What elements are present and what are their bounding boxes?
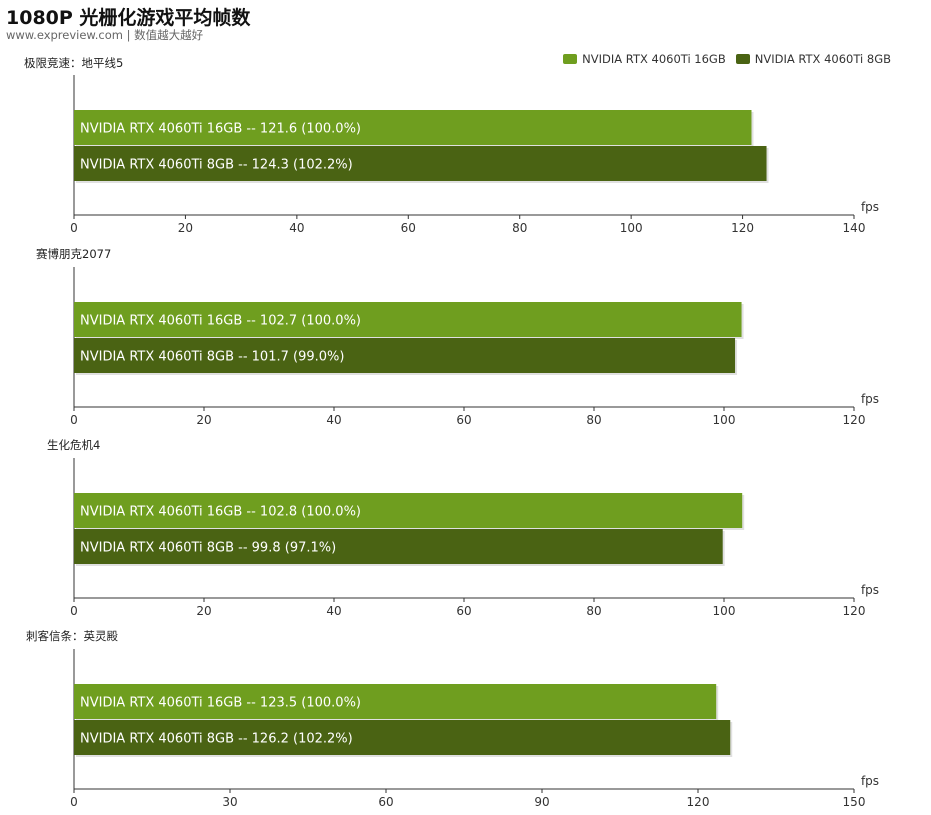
x-tick-label: 120 xyxy=(843,604,866,618)
x-tick-label: 0 xyxy=(70,221,78,235)
x-tick-label: 0 xyxy=(70,795,78,809)
x-tick-label: 140 xyxy=(843,221,866,235)
bar-16gb xyxy=(74,493,743,528)
x-tick-label: 80 xyxy=(586,604,601,618)
x-axis-unit-label: fps xyxy=(861,200,879,214)
bar-data-label: NVIDIA RTX 4060Ti 16GB -- 102.8 (100.0%) xyxy=(80,505,361,520)
x-tick-label: 60 xyxy=(401,221,416,235)
bar-8gb xyxy=(74,146,767,181)
legend-label-16gb: NVIDIA RTX 4060Ti 16GB xyxy=(582,52,726,66)
x-tick-label: 80 xyxy=(586,413,601,427)
chart-title-forza: 极限竞速：地平线5 xyxy=(24,56,124,70)
legend-item-16gb[interactable]: NVIDIA RTX 4060Ti 16GB xyxy=(563,52,726,66)
x-tick-label: 90 xyxy=(534,795,549,809)
chart-legend: NVIDIA RTX 4060Ti 16GB NVIDIA RTX 4060Ti… xyxy=(553,52,891,66)
x-tick-label: 20 xyxy=(196,413,211,427)
x-tick-label: 60 xyxy=(456,413,471,427)
legend-label-8gb: NVIDIA RTX 4060Ti 8GB xyxy=(754,52,891,66)
bar-data-label: NVIDIA RTX 4060Ti 8GB -- 126.2 (102.2%) xyxy=(80,732,353,747)
x-tick-label: 80 xyxy=(512,221,527,235)
x-tick-label: 120 xyxy=(843,413,866,427)
x-tick-label: 40 xyxy=(289,221,304,235)
legend-item-8gb[interactable]: NVIDIA RTX 4060Ti 8GB xyxy=(735,52,891,66)
bar-8gb xyxy=(74,338,736,373)
page-subtitle: www.expreview.com | 数值越大越好 xyxy=(6,28,204,42)
legend-swatch-16gb xyxy=(563,54,578,64)
x-axis-unit-label: fps xyxy=(861,583,879,597)
bar-16gb xyxy=(74,684,717,719)
x-tick-label: 60 xyxy=(378,795,393,809)
x-tick-label: 40 xyxy=(326,413,341,427)
bar-data-label: NVIDIA RTX 4060Ti 16GB -- 123.5 (100.0%) xyxy=(80,696,361,711)
bar-data-label: NVIDIA RTX 4060Ti 16GB -- 121.6 (100.0%) xyxy=(80,122,361,137)
x-tick-label: 120 xyxy=(731,221,754,235)
x-tick-label: 120 xyxy=(687,795,710,809)
bar-data-label: NVIDIA RTX 4060Ti 8GB -- 124.3 (102.2%) xyxy=(80,158,353,173)
x-tick-label: 40 xyxy=(326,604,341,618)
x-tick-label: 150 xyxy=(843,795,866,809)
x-tick-label: 0 xyxy=(70,604,78,618)
bar-data-label: NVIDIA RTX 4060Ti 8GB -- 99.8 (97.1%) xyxy=(80,541,336,556)
x-tick-label: 100 xyxy=(620,221,643,235)
chart-title-cyberpunk: 赛博朋克2077 xyxy=(36,247,112,261)
x-tick-label: 0 xyxy=(70,413,78,427)
x-tick-label: 20 xyxy=(178,221,193,235)
x-axis-unit-label: fps xyxy=(861,774,879,788)
bar-data-label: NVIDIA RTX 4060Ti 16GB -- 102.7 (100.0%) xyxy=(80,314,361,329)
legend-swatch-8gb xyxy=(735,54,750,64)
x-tick-label: 30 xyxy=(222,795,237,809)
x-tick-label: 100 xyxy=(713,604,736,618)
chart-title-valhalla: 刺客信条：英灵殿 xyxy=(26,629,118,643)
x-axis-unit-label: fps xyxy=(861,392,879,406)
bar-8gb xyxy=(74,529,723,564)
chart-title-re4: 生化危机4 xyxy=(47,438,101,452)
x-tick-label: 100 xyxy=(713,413,736,427)
bar-data-label: NVIDIA RTX 4060Ti 8GB -- 101.7 (99.0%) xyxy=(80,350,344,365)
bar-16gb xyxy=(74,302,742,337)
bar-8gb xyxy=(74,720,731,755)
x-tick-label: 20 xyxy=(196,604,211,618)
x-tick-label: 60 xyxy=(456,604,471,618)
page-title: 1080P 光栅化游戏平均帧数 xyxy=(6,7,251,29)
bar-16gb xyxy=(74,110,752,145)
